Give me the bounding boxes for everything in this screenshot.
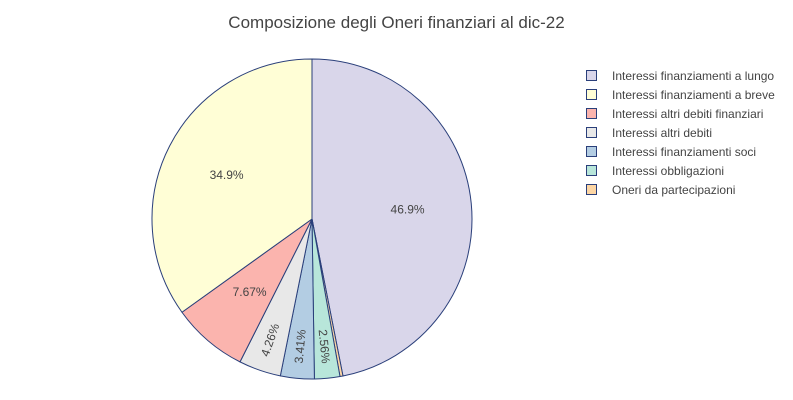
pie-slices [151, 58, 473, 380]
legend-item[interactable]: Interessi finanziamenti a lungo [586, 66, 786, 85]
legend-label: Interessi altri debiti finanziari [612, 106, 764, 121]
pie-slice-label-6: 34.9% [210, 168, 244, 182]
legend-label: Interessi obbligazioni [612, 163, 725, 178]
pie-slice-labels: 46.9%2.56%3.41%4.26%7.67%34.9% [210, 168, 425, 364]
legend-label: Interessi finanziamenti a lungo [612, 68, 775, 83]
legend-item[interactable]: Interessi obbligazioni [586, 161, 786, 180]
legend-label: Interessi finanziamenti soci [612, 144, 757, 159]
legend-swatch [586, 108, 597, 119]
legend-item[interactable]: Interessi altri debiti finanziari [586, 104, 786, 123]
legend-swatch [586, 146, 597, 157]
pie-slice-label-2: 2.56% [316, 329, 333, 365]
legend-swatch [586, 70, 597, 81]
legend-item[interactable]: Interessi finanziamenti soci [586, 142, 786, 161]
legend-label: Oneri da partecipazioni [612, 182, 736, 197]
legend-item[interactable]: Interessi altri debiti [586, 123, 786, 142]
chart-title: Composizione degli Oneri finanziari al d… [228, 13, 565, 32]
legend-swatch [586, 184, 597, 195]
pie-slice-0[interactable] [311, 58, 473, 377]
legend-item[interactable]: Oneri da partecipazioni [586, 180, 786, 199]
legend: Interessi finanziamenti a lungo Interessi… [586, 66, 786, 199]
legend-label: Interessi altri debiti [612, 125, 713, 140]
pie-slice-label-5: 7.67% [233, 285, 267, 299]
legend-label: Interessi finanziamenti a breve [612, 87, 775, 102]
legend-swatch [586, 127, 597, 138]
pie-slice-6[interactable] [151, 58, 313, 313]
legend-swatch [586, 89, 597, 100]
legend-swatch [586, 165, 597, 176]
legend-item[interactable]: Interessi finanziamenti a breve [586, 85, 786, 104]
pie-slice-label-3: 3.41% [292, 329, 309, 364]
pie-slice-label-0: 46.9% [391, 203, 425, 217]
